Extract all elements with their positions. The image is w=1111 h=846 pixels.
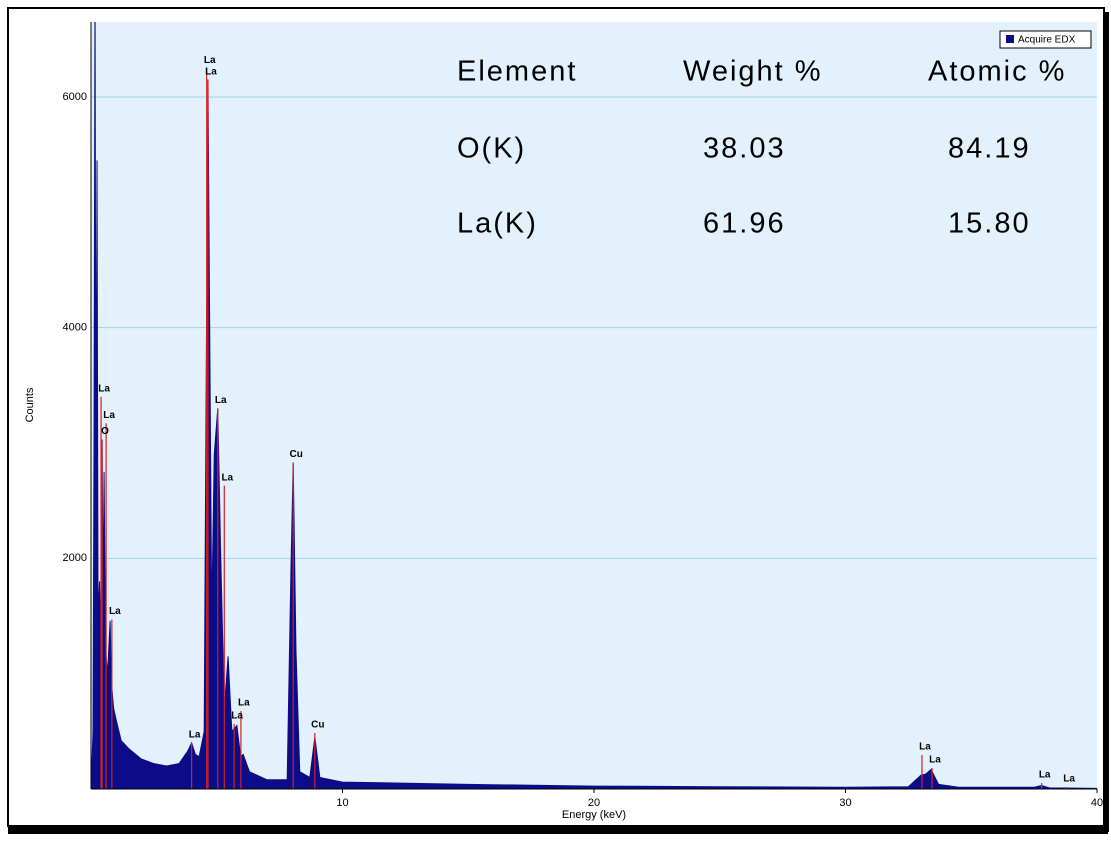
x-tick-label: 10 xyxy=(336,797,348,809)
x-tick-label: 40 xyxy=(1091,797,1103,809)
table-cell: O(K) xyxy=(457,133,526,165)
peak-label: La xyxy=(215,395,227,406)
table-cell: 61.96 xyxy=(703,208,786,240)
x-tick-label: 30 xyxy=(839,797,851,809)
grid xyxy=(91,96,1097,559)
table-header: Element xyxy=(457,56,577,88)
y-axis-title: Counts xyxy=(24,387,36,422)
peak-label: La xyxy=(189,730,201,741)
peak-label: La xyxy=(205,66,217,77)
peak-label: La xyxy=(1063,774,1075,785)
peak-label: La xyxy=(221,472,233,483)
peak-label: Cu xyxy=(290,449,303,460)
plot-area xyxy=(91,22,1097,789)
peak-label: La xyxy=(231,710,243,721)
y-tick-label: 6000 xyxy=(63,91,87,103)
peak-label: O xyxy=(101,426,109,437)
peak-label: La xyxy=(238,698,250,709)
peak-label: La xyxy=(929,755,941,766)
peak-label: La xyxy=(204,55,216,66)
x-axis-title: Energy (keV) xyxy=(562,809,626,821)
spectrum-area xyxy=(91,22,1097,789)
peak-label: La xyxy=(98,383,110,394)
peak-label: La xyxy=(103,410,115,421)
table-header: Atomic % xyxy=(928,56,1066,88)
window-shadow xyxy=(1104,12,1109,832)
peak-label: La xyxy=(919,742,931,753)
table-cell: 15.80 xyxy=(948,208,1031,240)
table-cell: La(K) xyxy=(457,208,538,240)
spectrum-layer xyxy=(91,22,1097,789)
table-header: Weight % xyxy=(683,56,823,88)
x-tick-label: 20 xyxy=(588,797,600,809)
table-cell: 84.19 xyxy=(948,133,1031,165)
table-cell: 38.03 xyxy=(703,133,786,165)
peak-label: La xyxy=(1039,770,1051,781)
legend-label: Acquire EDX xyxy=(1018,35,1076,46)
legend-swatch xyxy=(1006,35,1014,43)
legend xyxy=(999,30,1092,49)
window-shadow xyxy=(8,826,1108,834)
peak-label: La xyxy=(109,606,121,617)
peak-label: Cu xyxy=(311,720,324,731)
y-tick-label: 2000 xyxy=(63,552,87,564)
y-tick-label: 4000 xyxy=(63,322,87,334)
